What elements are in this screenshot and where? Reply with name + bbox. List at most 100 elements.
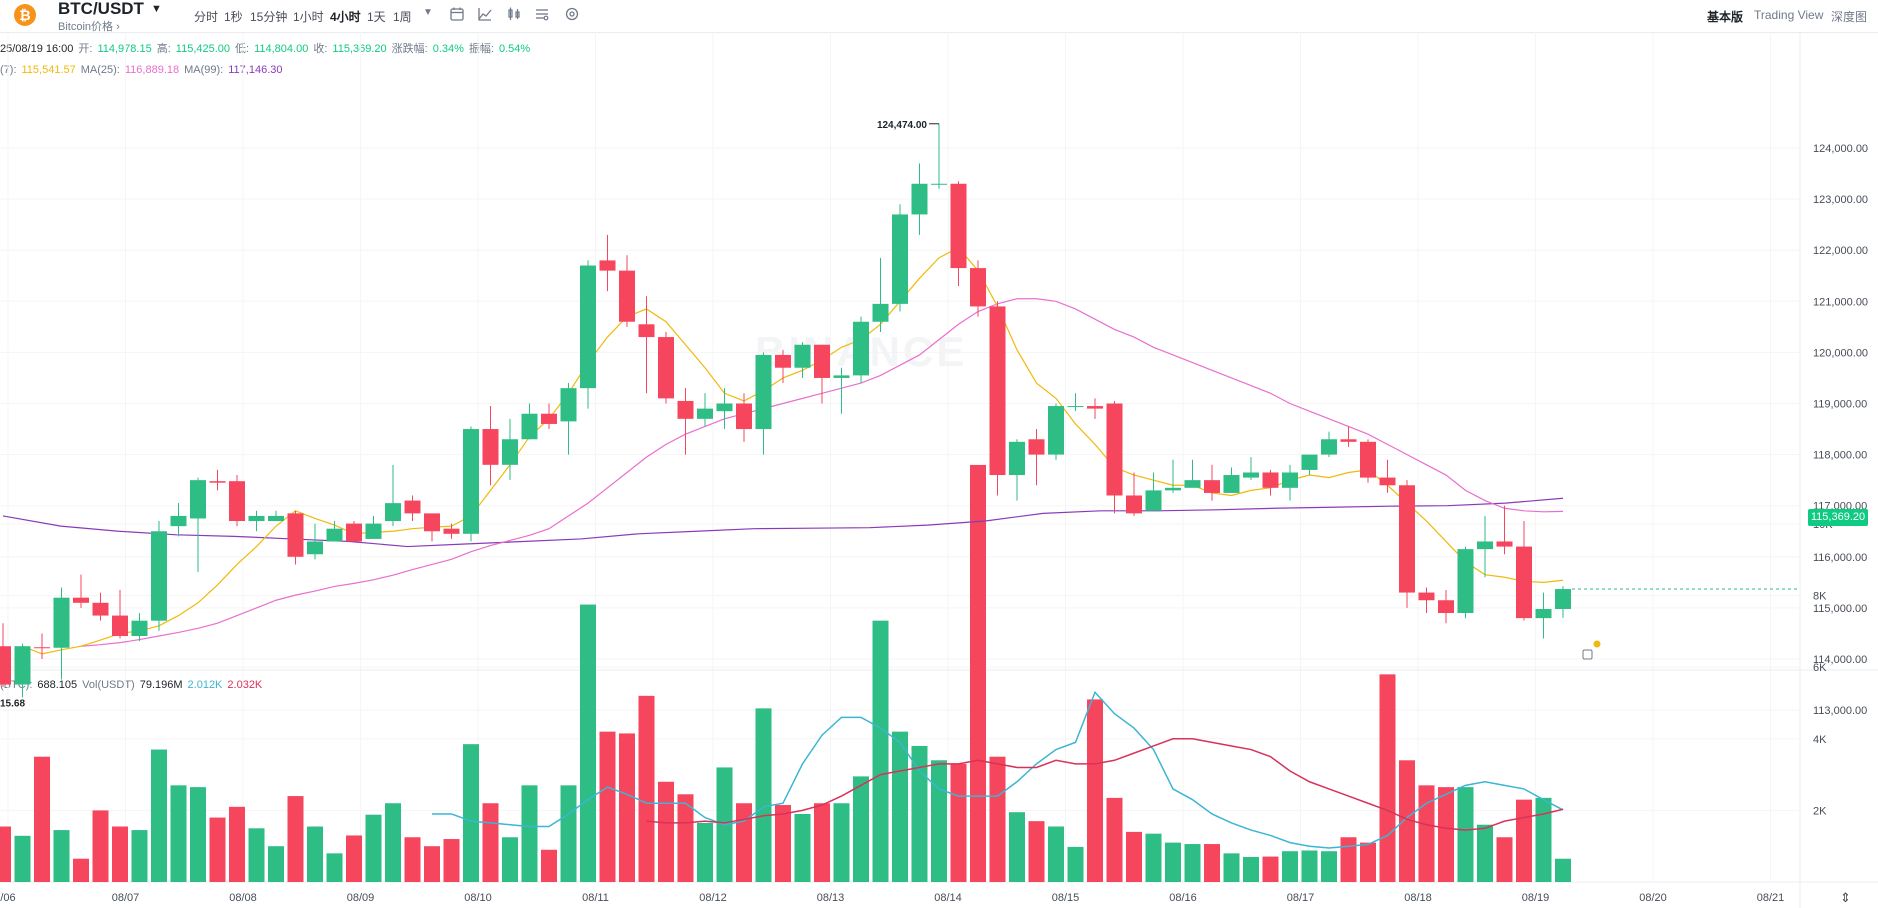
candle-body bbox=[1184, 480, 1201, 488]
indicator-chart-icon[interactable] bbox=[477, 6, 493, 22]
candle-body bbox=[716, 403, 733, 412]
volume-tick-label: 4K bbox=[1813, 734, 1827, 746]
ma99-label: MA(99): bbox=[184, 64, 224, 76]
tab-trading-view[interactable]: Trading View bbox=[1754, 8, 1824, 22]
timeframe-1h[interactable]: 1小时 bbox=[293, 10, 324, 24]
candle-body bbox=[599, 260, 616, 271]
ma7-value: 115,541.57 bbox=[21, 64, 76, 76]
candle-body bbox=[775, 354, 791, 368]
candlestick-chart[interactable]: 124,000.00 123,000.00 122,000.00 121,000.00… bbox=[0, 32, 1878, 908]
time-tick-label: 08/18 bbox=[1404, 892, 1432, 904]
time-tick-label: 08/08 bbox=[229, 892, 257, 904]
candle-body bbox=[619, 270, 635, 322]
chevron-down-icon[interactable]: ▼ bbox=[151, 3, 162, 15]
candle-body bbox=[1087, 406, 1103, 409]
candle-body bbox=[1165, 487, 1181, 491]
volume-bar bbox=[14, 835, 31, 882]
candle-body bbox=[755, 354, 772, 430]
timeframe-15m[interactable]: 15分钟 bbox=[250, 10, 288, 24]
candle-body bbox=[112, 615, 128, 637]
timeframe-time[interactable]: 分时 bbox=[194, 10, 219, 24]
vol-usdt-value: 79.196M bbox=[139, 679, 183, 691]
timeframe-1s[interactable]: 1秒 bbox=[224, 10, 243, 24]
close-value: 115,369.20 bbox=[332, 43, 387, 55]
tab-depth[interactable]: 深度图 bbox=[1831, 10, 1868, 24]
volume-bar bbox=[755, 708, 772, 882]
volume-bar bbox=[424, 846, 440, 882]
pair-subtitle-link[interactable]: Bitcoin价格 › bbox=[58, 21, 120, 33]
candle-body bbox=[287, 513, 304, 557]
more-timeframes-caret-icon[interactable]: ▼ bbox=[423, 7, 433, 18]
tab-basic[interactable]: 基本版 bbox=[1707, 10, 1744, 24]
candle-body bbox=[541, 413, 557, 424]
volume-bar bbox=[346, 835, 362, 882]
candle-body bbox=[931, 183, 947, 185]
volume-bar bbox=[1360, 842, 1376, 882]
time-tick-label: 08/15 bbox=[1052, 892, 1080, 904]
volume-ma5-line bbox=[432, 690, 1564, 849]
ma25-label: MA(25): bbox=[80, 64, 120, 76]
volume-bar bbox=[112, 826, 128, 882]
candle-body bbox=[151, 531, 167, 621]
timeframe-1w[interactable]: 1周 bbox=[393, 10, 412, 24]
pair-title[interactable]: BTC/USDT bbox=[58, 0, 144, 18]
open-value: 114,978.15 bbox=[97, 43, 152, 55]
open-label: 开: bbox=[78, 43, 93, 55]
volume-bar bbox=[697, 822, 713, 882]
candle-body bbox=[638, 324, 655, 338]
volume-bar bbox=[638, 695, 655, 882]
amplitude-label: 振幅: bbox=[468, 43, 494, 55]
volume-bar bbox=[872, 620, 889, 882]
volume-bar bbox=[268, 846, 284, 882]
candle-body bbox=[833, 375, 850, 378]
timeframe-4h[interactable]: 4小时 bbox=[330, 10, 361, 24]
candle-body bbox=[14, 646, 31, 685]
volume-bar bbox=[1399, 760, 1415, 882]
time-tick-label: 08/20 bbox=[1639, 892, 1667, 904]
candle-body bbox=[0, 646, 11, 685]
volume-bar bbox=[92, 810, 109, 882]
candle-body bbox=[911, 183, 928, 215]
gear-icon[interactable] bbox=[564, 6, 580, 22]
volume-bar bbox=[170, 785, 187, 882]
calendar-icon[interactable] bbox=[449, 6, 465, 22]
candle-body bbox=[892, 214, 908, 304]
volume-bar bbox=[1321, 851, 1337, 882]
candle-body bbox=[190, 480, 206, 519]
candle-body bbox=[1028, 439, 1045, 455]
volume-bar bbox=[131, 830, 148, 882]
volume-bar bbox=[1340, 837, 1357, 882]
volume-bar bbox=[1379, 674, 1396, 882]
candle-body bbox=[872, 303, 889, 322]
candle-body bbox=[365, 523, 382, 539]
time-tick-label: /06 bbox=[0, 892, 15, 904]
event-dot-icon bbox=[1593, 640, 1601, 648]
candle-body bbox=[853, 321, 869, 376]
candle-body bbox=[1223, 475, 1240, 493]
candle-body bbox=[482, 429, 499, 465]
candle-body bbox=[989, 306, 1006, 476]
volume-bar bbox=[541, 849, 557, 882]
candle-body bbox=[443, 528, 460, 534]
candle-body bbox=[1340, 439, 1357, 442]
volume-bar bbox=[287, 796, 304, 882]
high-marker-label: 124,474.00 bbox=[877, 120, 927, 131]
candle-body bbox=[1204, 480, 1220, 493]
price-tick-label: 114,000.00 bbox=[1813, 654, 1867, 666]
volume-bar bbox=[385, 803, 401, 882]
change-label: 涨跌幅: bbox=[391, 43, 428, 55]
candle-body bbox=[1301, 454, 1318, 470]
volume-bar bbox=[482, 803, 499, 882]
time-tick-label: 08/16 bbox=[1169, 892, 1197, 904]
settings-sliders-icon[interactable] bbox=[534, 6, 550, 22]
volume-bar bbox=[658, 781, 674, 882]
timeframe-1d[interactable]: 1天 bbox=[367, 10, 386, 24]
candle-body bbox=[658, 337, 674, 399]
candle-type-icon[interactable] bbox=[506, 6, 522, 22]
high-label: 高: bbox=[156, 43, 171, 55]
candle-body bbox=[1282, 472, 1298, 488]
volume-bar bbox=[1555, 858, 1571, 882]
volume-bar bbox=[151, 749, 167, 882]
volume-bar bbox=[1535, 797, 1552, 882]
candle-body bbox=[950, 183, 967, 269]
